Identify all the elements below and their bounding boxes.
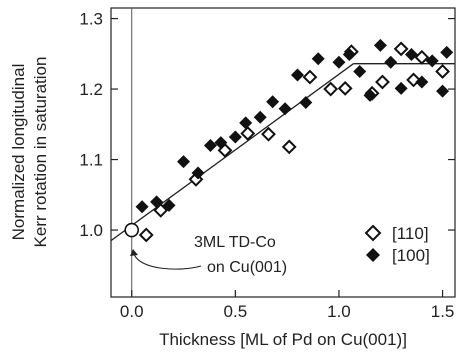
- y-tick-label: 1.2: [79, 80, 103, 99]
- y-axis-label-line-2: Kerr rotation in saturation: [31, 57, 50, 248]
- point-100: [177, 155, 191, 169]
- legend-label-110: [110]: [392, 224, 429, 243]
- point-100: [162, 198, 176, 212]
- point-100: [440, 45, 454, 59]
- point-110: [337, 80, 353, 96]
- x-tick-label: 0.5: [224, 302, 248, 321]
- point-100: [253, 110, 267, 124]
- point-reference-co: [124, 222, 140, 238]
- point-100: [203, 138, 217, 152]
- point-100: [266, 95, 280, 109]
- point-100: [191, 166, 205, 180]
- legend-marker-100: [366, 248, 380, 262]
- point-110: [375, 74, 390, 90]
- point-100: [291, 68, 305, 82]
- y-axis-label-line-1: Normalized longitudinal: [9, 64, 28, 241]
- plot-frame: [110, 7, 456, 298]
- point-100: [150, 195, 164, 209]
- point-100: [404, 48, 418, 62]
- legend: [110] [100]: [364, 224, 430, 265]
- data-points: [124, 38, 454, 243]
- point-100: [436, 84, 450, 98]
- y-tick-label: 1.1: [79, 151, 103, 170]
- point-100: [384, 55, 398, 69]
- point-100: [332, 55, 346, 69]
- point-100: [135, 200, 149, 214]
- x-tick-label: 1.5: [431, 302, 455, 321]
- point-110: [281, 139, 297, 155]
- x-axis-label: Thickness [ML of Pd on Cu(001)]: [159, 330, 407, 349]
- y-axis-ticks: 1.0 1.1 1.2 1.3: [79, 10, 455, 240]
- point-110: [138, 227, 154, 243]
- annotation-text-line-1: 3ML TD-Co: [194, 234, 276, 251]
- point-100: [415, 75, 429, 89]
- point-100: [363, 88, 377, 102]
- point-110: [435, 64, 450, 79]
- annotation-arrow: [133, 253, 202, 270]
- legend-marker-110: [364, 224, 382, 242]
- point-100: [228, 130, 242, 144]
- y-tick-label: 1.0: [79, 221, 103, 240]
- point-100: [394, 81, 408, 95]
- x-tick-label: 1.0: [327, 302, 351, 321]
- point-110: [261, 126, 276, 142]
- annotation-arrowhead: [130, 249, 138, 256]
- annotation: 3ML TD-Co on Cu(001): [130, 234, 287, 276]
- point-110: [153, 202, 169, 218]
- point-100: [214, 136, 228, 150]
- point-110: [414, 49, 430, 65]
- point-110: [323, 81, 339, 97]
- point-100: [373, 38, 387, 52]
- point-100: [425, 54, 439, 68]
- y-tick-label: 1.3: [79, 10, 103, 29]
- x-tick-label: 0.0: [120, 302, 144, 321]
- point-100: [239, 116, 253, 130]
- x-axis-ticks: 0.0 0.5 1.0 1.5: [120, 290, 454, 321]
- point-110: [393, 41, 409, 57]
- point-110: [240, 126, 256, 141]
- point-100: [342, 48, 356, 62]
- fit-line-1: [110, 63, 354, 242]
- point-100: [299, 95, 313, 109]
- annotation-text-line-2: on Cu(001): [207, 259, 287, 276]
- legend-label-100: [100]: [392, 246, 430, 265]
- point-110: [302, 69, 318, 85]
- fit-lines: [110, 63, 455, 242]
- point-100: [353, 64, 367, 78]
- point-100: [311, 52, 325, 66]
- point-100: [278, 102, 292, 116]
